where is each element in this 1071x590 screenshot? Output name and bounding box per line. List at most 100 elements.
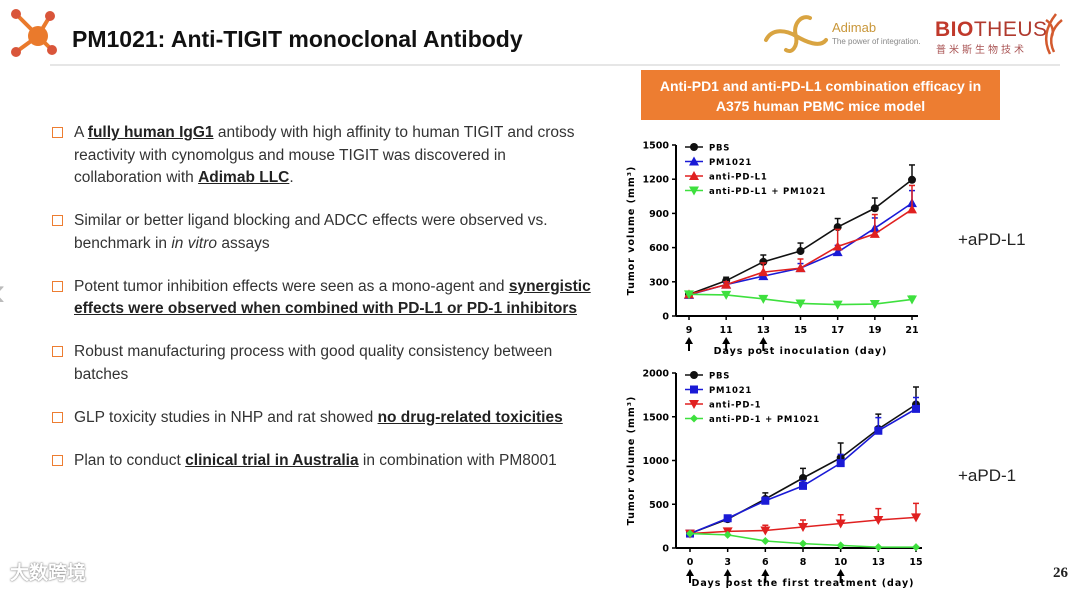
x-tick-label: 13: [872, 557, 885, 568]
bullet-text: in vitro: [171, 234, 218, 252]
x-tick-label: 9: [686, 325, 693, 336]
adimab-logo-icon: [764, 15, 828, 53]
data-point: [908, 175, 916, 184]
biotheus-theus: THEUS: [973, 18, 1048, 41]
x-tick-label: 6: [762, 557, 769, 568]
x-tick-label: 0: [687, 557, 694, 568]
chart-banner: Anti-PD1 and anti-PD-L1 combination effi…: [641, 70, 1000, 120]
bullet-text: antibody with high affinity to human TIG…: [74, 124, 575, 186]
data-point: [758, 267, 769, 277]
bullet-text: in combination with PM8001: [358, 451, 557, 469]
x-tick-label: 21: [905, 325, 918, 336]
x-axis-label: Days post the first treatment (day): [692, 578, 915, 589]
bullet-text: A: [74, 124, 88, 141]
data-point: [869, 228, 880, 238]
data-point: [912, 404, 920, 413]
bullet-text: assays: [217, 234, 270, 252]
watermark: 大数跨境: [10, 563, 87, 584]
bullet-text: Robust manufacturing process with good q…: [74, 343, 553, 383]
bullet-item: Similar or better ligand blocking and AD…: [52, 210, 592, 255]
y-axis-label: Tumor volume (mm³): [626, 396, 637, 526]
y-tick-label: 500: [649, 500, 669, 511]
bullet-text: clinical trial in Australia: [185, 451, 359, 469]
data-point: [686, 529, 694, 538]
bullet-item: Robust manufacturing process with good q…: [52, 341, 592, 386]
biotheus-logo-text: BIOTHEUS: [935, 18, 1048, 42]
data-point: [795, 299, 806, 309]
legend-marker: [689, 400, 699, 409]
bullet-square-icon: [52, 280, 63, 292]
prev-slide-chevron-icon[interactable]: ‹: [0, 270, 5, 315]
legend-label: PM1021: [709, 386, 752, 396]
bullet-item: A fully human IgG1 antibody with high af…: [52, 122, 592, 190]
data-point: [684, 290, 694, 300]
data-point: [832, 247, 843, 257]
y-tick-label: 600: [649, 243, 669, 254]
bullet-square-icon: [52, 454, 63, 466]
bullet-text: Plan to conduct: [74, 451, 186, 469]
y-tick-label: 900: [649, 209, 669, 220]
bullet-text: fully human IgG1: [87, 124, 214, 141]
bullet-text: GLP toxicity studies in NHP and rat show…: [74, 408, 378, 426]
legend-label: PBS: [709, 372, 730, 382]
x-tick-label: 8: [800, 557, 807, 568]
page-title: PM1021: Anti-TIGIT monoclonal Antibody: [72, 26, 523, 52]
y-tick-label: 1500: [643, 412, 670, 423]
data-point: [911, 513, 921, 523]
y-tick-label: 1000: [643, 456, 670, 467]
data-point: [721, 279, 732, 289]
banner-line-2: A375 human PBMC mice model: [715, 98, 926, 114]
bullet-item: GLP toxicity studies in NHP and rat show…: [52, 407, 592, 430]
data-point: [723, 530, 732, 539]
y-tick-label: 1500: [643, 141, 670, 152]
data-point: [874, 426, 883, 435]
x-tick-label: 13: [757, 325, 770, 336]
bullet-item: Plan to conduct clinical trial in Austra…: [52, 450, 592, 473]
y-axis-label: Tumor volume (mm³): [626, 166, 637, 296]
bullet-square-icon: [52, 127, 63, 138]
data-point: [799, 539, 807, 548]
legend-marker: [689, 186, 699, 196]
data-point: [835, 519, 846, 529]
data-point: [832, 241, 843, 251]
legend-label: anti-PD-1: [709, 401, 761, 411]
data-point: [836, 541, 845, 550]
data-point: [759, 257, 768, 266]
y-tick-label: 0: [662, 544, 669, 555]
x-tick-label: 19: [868, 325, 881, 336]
side-label-apd-1: +aPD-1: [958, 466, 1017, 485]
dosing-arrow-head-icon: [685, 337, 693, 344]
legend-marker: [690, 414, 698, 423]
data-point: [798, 523, 808, 532]
dosing-arrow-head-icon: [759, 337, 768, 344]
data-point: [912, 543, 920, 552]
bullet-text: synergistic effects were observed when c…: [74, 277, 591, 318]
dosing-arrow-head-icon: [723, 569, 732, 576]
bullet-square-icon: [52, 215, 63, 226]
x-tick-label: 15: [794, 325, 807, 336]
legend-marker: [690, 371, 698, 379]
y-tick-label: 2000: [643, 369, 670, 380]
data-point: [832, 300, 843, 310]
x-axis-label: Days post inoculation (day): [714, 346, 888, 357]
legend-label: anti-PD-L1 + PM1021: [709, 187, 826, 197]
side-label-apd-l1: +aPD-L1: [958, 230, 1026, 249]
adimab-name: Adimab: [832, 20, 877, 35]
data-point: [723, 514, 732, 523]
bullet-square-icon: [52, 346, 63, 357]
dosing-arrow-head-icon: [836, 569, 845, 576]
data-point: [907, 295, 917, 305]
bullet-square-icon: [52, 411, 63, 423]
bullet-item: Potent tumor inhibition effects were see…: [52, 276, 592, 321]
data-point: [874, 543, 883, 552]
legend-label: anti-PD-1 + PM1021: [709, 415, 820, 425]
y-tick-label: 1200: [643, 175, 670, 186]
page-number: 26: [1053, 565, 1068, 581]
legend-label: anti-PD-L1: [709, 173, 768, 183]
data-point: [907, 204, 917, 214]
bullet-text: Adimab LLC: [198, 169, 290, 186]
data-point: [873, 516, 884, 525]
legend-marker: [689, 156, 699, 166]
molecule-logo-icon: [11, 9, 57, 57]
